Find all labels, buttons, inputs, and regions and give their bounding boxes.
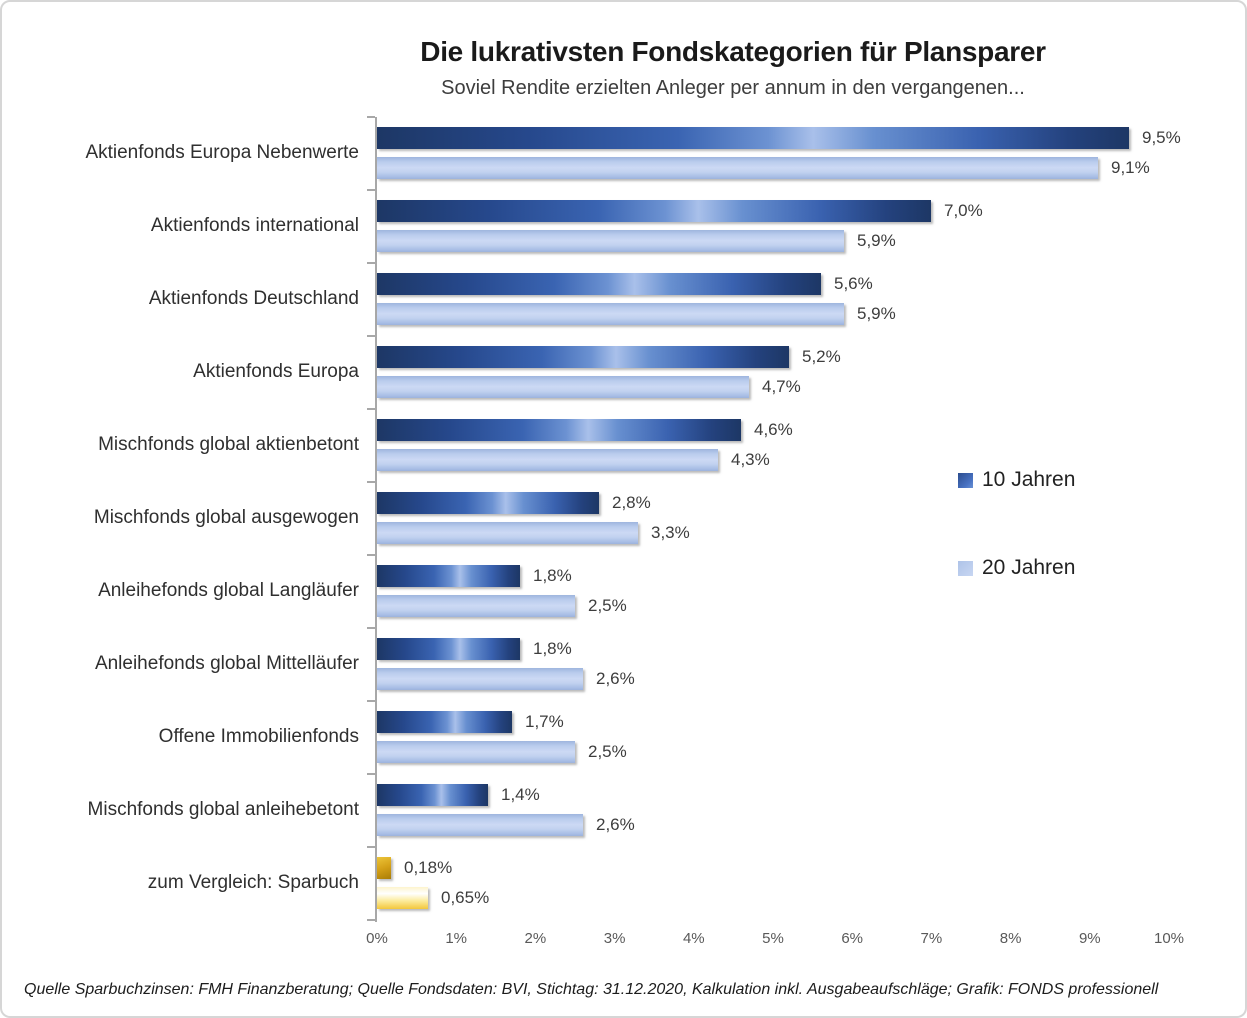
bar-10-jahren bbox=[377, 784, 488, 806]
chart-title: Die lukrativsten Fondskategorien für Pla… bbox=[420, 36, 1046, 67]
axis-tick bbox=[367, 919, 375, 921]
bar-10-jahren bbox=[377, 346, 789, 368]
bar-20-jahren bbox=[377, 157, 1098, 179]
bar-20-jahren bbox=[377, 522, 638, 544]
bar-10-jahren bbox=[377, 200, 931, 222]
bar-20-jahren bbox=[377, 303, 844, 325]
bar-20-jahren bbox=[377, 376, 749, 398]
bar-10-jahren bbox=[377, 857, 391, 879]
axis-tick bbox=[367, 627, 375, 629]
axis-tick bbox=[367, 189, 375, 191]
x-axis-tick-label: 3% bbox=[603, 930, 626, 947]
category-label: Offene Immobilienfonds bbox=[158, 726, 359, 747]
bar-10-jahren bbox=[377, 565, 520, 587]
value-label: 2,5% bbox=[588, 742, 627, 761]
value-label: 2,6% bbox=[596, 815, 635, 834]
x-axis-tick-label: 1% bbox=[445, 930, 468, 947]
category-label: zum Vergleich: Sparbuch bbox=[147, 872, 359, 893]
value-label: 5,2% bbox=[802, 347, 841, 366]
value-label: 2,6% bbox=[596, 669, 635, 688]
category-label: Mischfonds global anleihebetont bbox=[87, 799, 359, 820]
x-axis-tick-label: 10% bbox=[1153, 930, 1185, 947]
bar-20-jahren bbox=[377, 814, 583, 836]
value-label: 1,8% bbox=[533, 639, 572, 658]
value-label: 3,3% bbox=[651, 523, 690, 542]
category-label: Anleihefonds global Mittelläufer bbox=[94, 653, 359, 674]
value-label: 4,6% bbox=[754, 420, 793, 439]
bar-20-jahren bbox=[377, 668, 583, 690]
x-axis-tick-label: 4% bbox=[682, 930, 705, 947]
y-axis-line bbox=[375, 117, 377, 922]
x-axis-tick-label: 9% bbox=[1078, 930, 1101, 947]
legend-item-10-jahren: 10 Jahren bbox=[958, 468, 1075, 492]
axis-tick bbox=[367, 116, 375, 118]
bar-20-jahren bbox=[377, 595, 575, 617]
category-label: Aktienfonds Deutschland bbox=[148, 288, 359, 309]
bar-10-jahren bbox=[377, 492, 599, 514]
x-axis-tick-label: 7% bbox=[920, 930, 943, 947]
x-axis-tick-label: 8% bbox=[999, 930, 1022, 947]
value-label: 1,4% bbox=[501, 785, 540, 804]
category-label: Mischfonds global aktienbetont bbox=[98, 434, 359, 455]
bar-20-jahren bbox=[377, 230, 844, 252]
bar-20-jahren bbox=[377, 887, 428, 909]
legend-label-10-jahren: 10 Jahren bbox=[982, 468, 1076, 491]
source-credit: Quelle Sparbuchzinsen: FMH Finanzberatun… bbox=[24, 981, 1159, 998]
axis-tick bbox=[367, 335, 375, 337]
bar-10-jahren bbox=[377, 638, 520, 660]
bar-10-jahren bbox=[377, 273, 821, 295]
legend-swatch-10-jahren-icon bbox=[958, 472, 973, 488]
category-label: Aktienfonds Europa Nebenwerte bbox=[85, 142, 359, 163]
value-label: 0,18% bbox=[404, 858, 453, 877]
value-label: 1,7% bbox=[525, 712, 564, 731]
x-axis-tick-label: 6% bbox=[841, 930, 864, 947]
category-label: Mischfonds global ausgewogen bbox=[93, 507, 359, 528]
legend-swatch-20-jahren-icon bbox=[958, 560, 973, 576]
bar-10-jahren bbox=[377, 419, 741, 441]
x-axis-tick-label: 5% bbox=[762, 930, 784, 947]
x-axis-tick-label: 2% bbox=[524, 930, 547, 947]
value-label: 2,5% bbox=[588, 596, 627, 615]
value-label: 1,8% bbox=[533, 566, 572, 585]
value-label: 5,9% bbox=[857, 304, 896, 323]
category-label: Anleihefonds global Langläufer bbox=[98, 580, 359, 601]
legend-label-20-jahren: 20 Jahren bbox=[982, 556, 1076, 579]
value-label: 0,65% bbox=[441, 888, 490, 907]
bar-20-jahren bbox=[377, 449, 718, 471]
value-label: 4,7% bbox=[762, 377, 801, 396]
legend-item-20-jahren: 20 Jahren bbox=[958, 556, 1075, 580]
value-label: 5,6% bbox=[834, 274, 873, 293]
value-label: 9,5% bbox=[1142, 128, 1181, 147]
axis-tick bbox=[367, 773, 375, 775]
bar-20-jahren bbox=[377, 741, 575, 763]
axis-tick bbox=[367, 700, 375, 702]
value-label: 5,9% bbox=[857, 231, 896, 250]
axis-tick bbox=[367, 262, 375, 264]
axis-tick bbox=[367, 481, 375, 483]
axis-tick bbox=[367, 408, 375, 410]
value-label: 2,8% bbox=[612, 493, 651, 512]
value-label: 7,0% bbox=[944, 201, 983, 220]
category-label: Aktienfonds international bbox=[150, 215, 359, 236]
axis-tick bbox=[367, 554, 375, 556]
category-label: Aktienfonds Europa bbox=[193, 361, 359, 382]
value-label: 9,1% bbox=[1111, 158, 1150, 177]
chart-subtitle: Soviel Rendite erzielten Anleger per ann… bbox=[441, 77, 1025, 99]
axis-tick bbox=[367, 846, 375, 848]
bar-10-jahren bbox=[377, 711, 512, 733]
value-label: 4,3% bbox=[731, 450, 770, 469]
bar-10-jahren bbox=[377, 127, 1129, 149]
x-axis-tick-label: 0% bbox=[366, 930, 388, 947]
